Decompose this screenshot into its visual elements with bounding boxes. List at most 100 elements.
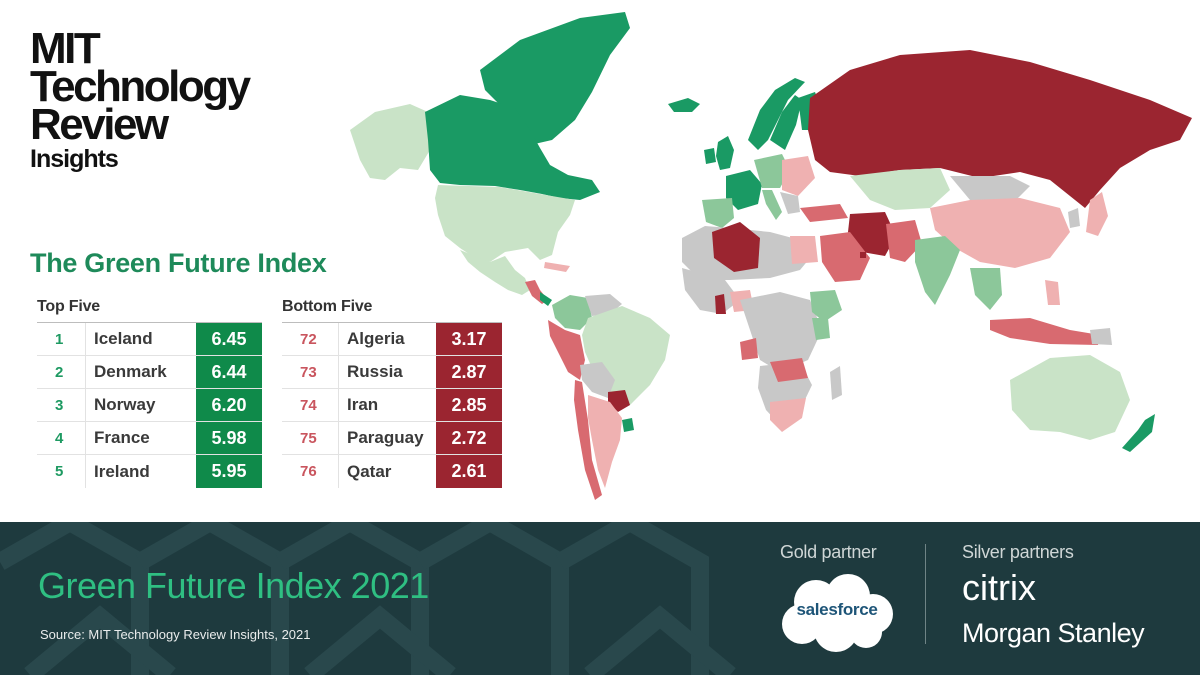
score-badge: 3.17 — [436, 323, 502, 355]
map-region-russia — [808, 50, 1192, 208]
rank-number: 3 — [55, 396, 64, 414]
country-name: Algeria — [338, 323, 436, 355]
footer-banner: Green Future Index 2021 Source: MIT Tech… — [0, 522, 1200, 675]
world-choropleth-map — [350, 12, 1192, 500]
map-region-iberia — [702, 198, 734, 228]
country-name: Qatar — [338, 455, 436, 488]
score-badge: 6.20 — [196, 389, 262, 421]
map-region-philippines — [1045, 280, 1060, 305]
map-region-kenya — [812, 318, 830, 340]
bottom-five-table: Bottom Five 72 Algeria 3.17 73 Russia 2.… — [282, 298, 502, 488]
map-region-egypt — [790, 236, 818, 264]
map-region-balkans — [780, 192, 800, 214]
map-region-sweden — [770, 95, 802, 150]
map-region-south-africa — [770, 398, 806, 432]
logo-line-technology: Technology — [30, 62, 251, 111]
map-region-ireland — [704, 148, 716, 164]
map-region-saudi-arabia — [820, 232, 870, 282]
map-region-algeria — [712, 222, 760, 272]
map-region-italy — [762, 190, 782, 220]
rank-number: 1 — [55, 330, 64, 348]
country-name: Denmark — [85, 356, 196, 388]
rank-number: 76 — [300, 463, 317, 480]
table-row: 73 Russia 2.87 — [282, 356, 502, 389]
map-region-norway — [748, 78, 805, 150]
table-row: 75 Paraguay 2.72 — [282, 422, 502, 455]
map-region-paraguay — [608, 390, 630, 412]
map-region-central-europe — [754, 154, 790, 188]
rank-number: 5 — [55, 463, 64, 480]
country-name: Iceland — [85, 323, 196, 355]
map-region-japan — [1086, 192, 1108, 236]
salesforce-wordmark: salesforce — [796, 600, 878, 619]
score-badge: 2.85 — [436, 389, 502, 421]
citrix-logo: citrix — [962, 567, 1036, 608]
table-row: 5 Ireland 5.95 — [37, 455, 262, 488]
score-badge: 5.98 — [196, 422, 262, 454]
map-region-china — [930, 198, 1070, 268]
map-region-ghana — [715, 294, 726, 314]
map-region-mexico — [460, 250, 530, 295]
bottom-five-heading: Bottom Five — [282, 298, 502, 323]
table-row: 3 Norway 6.20 — [37, 389, 262, 422]
map-region-costa-rica — [540, 292, 552, 306]
footer-title: Green Future Index 2021 — [38, 565, 429, 606]
map-region-uruguay — [622, 418, 634, 432]
table-row: 1 Iceland 6.45 — [37, 323, 262, 356]
country-name: France — [85, 422, 196, 454]
map-region-alaska — [350, 104, 430, 180]
map-region-chile — [574, 380, 602, 500]
map-region-qatar — [860, 252, 866, 258]
green-future-index-title: The Green Future Index — [30, 248, 327, 278]
map-region-afghanistan-pakistan — [886, 220, 922, 262]
map-region-colombia — [552, 295, 592, 330]
table-row: 74 Iran 2.85 — [282, 389, 502, 422]
score-badge: 6.45 — [196, 323, 262, 355]
map-region-korea — [1068, 208, 1080, 228]
map-region-france — [726, 170, 762, 210]
map-region-zambia-zimbabwe — [770, 358, 808, 382]
rank-number: 74 — [300, 396, 317, 414]
gold-partner-label: Gold partner — [780, 542, 877, 562]
logo-line-review: Review — [30, 100, 169, 149]
rank-number: 75 — [300, 429, 317, 447]
footer-pattern-decoration — [0, 522, 736, 675]
mit-technology-review-insights-logo: MIT Technology Review Insights — [30, 24, 270, 174]
map-region-turkey — [800, 204, 848, 222]
score-badge: 5.95 — [196, 455, 262, 488]
map-region-usa — [435, 185, 575, 262]
map-region-bolivia — [580, 362, 615, 398]
map-region-iceland — [668, 98, 700, 112]
map-region-argentina — [588, 395, 622, 488]
score-badge: 6.44 — [196, 356, 262, 388]
rank-number: 73 — [300, 363, 317, 381]
logo-line-mit: MIT — [30, 24, 101, 73]
silver-partners-label: Silver partners — [962, 542, 1074, 562]
map-region-congo — [740, 338, 758, 360]
map-region-peru — [548, 320, 585, 380]
score-badge: 2.72 — [436, 422, 502, 454]
map-region-png — [1090, 328, 1112, 345]
salesforce-cloud-logo — [782, 574, 893, 652]
source-note: Source: MIT Technology Review Insights, … — [40, 627, 311, 642]
map-region-uk — [716, 136, 734, 170]
map-region-new-zealand — [1122, 414, 1155, 452]
map-region-west-africa — [682, 268, 740, 314]
map-region-mongolia — [950, 176, 1030, 200]
top-five-table: Top Five 1 Iceland 6.45 2 Denmark 6.44 3… — [37, 298, 262, 488]
rank-number: 4 — [55, 429, 64, 447]
country-name: Iran — [338, 389, 436, 421]
rank-number: 72 — [300, 330, 317, 348]
map-region-eastern-europe — [782, 156, 815, 196]
map-region-indonesia — [990, 318, 1100, 345]
score-badge: 2.87 — [436, 356, 502, 388]
top-five-heading: Top Five — [37, 298, 262, 323]
map-region-canada — [425, 95, 600, 200]
table-row: 76 Qatar 2.61 — [282, 455, 502, 488]
partner-divider — [925, 544, 926, 644]
country-name: Paraguay — [338, 422, 436, 454]
map-region-madagascar — [830, 366, 842, 400]
morgan-stanley-logo: Morgan Stanley — [962, 618, 1145, 648]
country-name: Russia — [338, 356, 436, 388]
map-region-australia — [1010, 355, 1130, 440]
